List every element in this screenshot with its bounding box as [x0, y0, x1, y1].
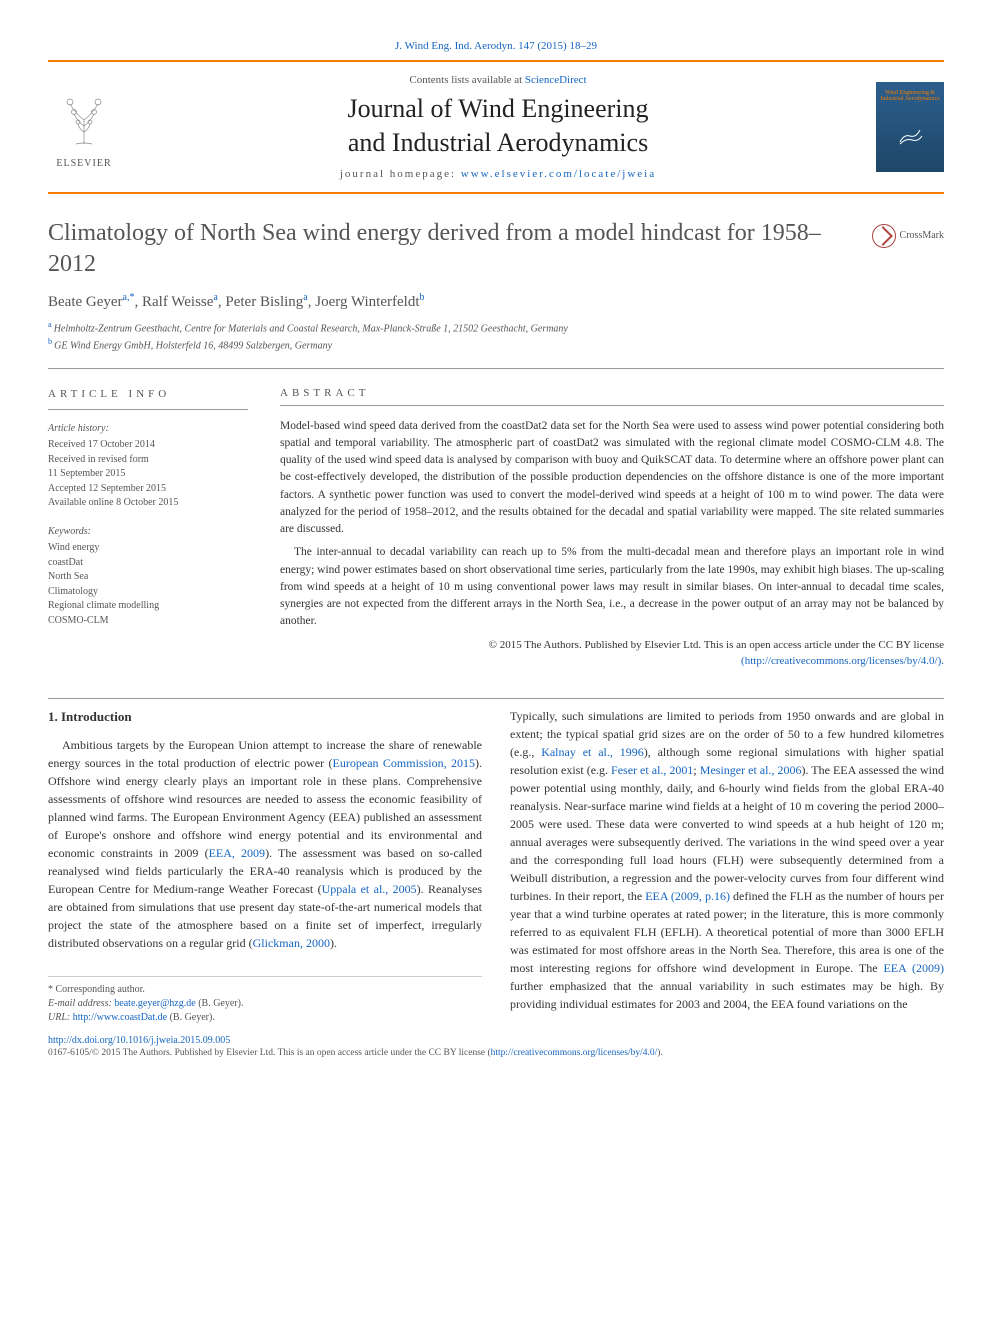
crossmark-label: CrossMark [900, 230, 944, 241]
authors-line: Beate Geyera,*, Ralf Weissea, Peter Bisl… [48, 292, 944, 311]
citation-link[interactable]: Kalnay et al., 1996 [541, 745, 644, 759]
footer-license-link[interactable]: http://creativecommons.org/licenses/by/4… [491, 1048, 658, 1058]
author-4: , Joerg Winterfeldt [308, 294, 420, 310]
homepage-line: journal homepage: www.elsevier.com/locat… [120, 168, 876, 180]
citation-link[interactable]: EEA (2009, p.16) [645, 889, 730, 903]
article-info-column: ARTICLE INFO Article history: Received 1… [48, 387, 248, 670]
abstract-p2: The inter-annual to decadal variability … [280, 544, 944, 630]
article-info-heading: ARTICLE INFO [48, 387, 248, 410]
intro-paragraph-cont: Typically, such simulations are limited … [510, 707, 944, 1013]
elsevier-tree-icon [56, 84, 112, 156]
history-line: Received in revised form [48, 453, 248, 468]
keywords-label: Keywords: [48, 525, 248, 540]
author-2: , Ralf Weisse [135, 294, 214, 310]
citation-link[interactable]: European Commission, 2015 [333, 756, 475, 770]
journal-name: Journal of Wind Engineering and Industri… [120, 92, 876, 160]
doi-link[interactable]: http://dx.doi.org/10.1016/j.jweia.2015.0… [48, 1035, 230, 1046]
keyword: coastDat [48, 556, 248, 571]
author-4-sup: b [419, 292, 424, 303]
keyword: Regional climate modelling [48, 599, 248, 614]
header-citation: J. Wind Eng. Ind. Aerodyn. 147 (2015) 18… [48, 40, 944, 52]
doi-line: http://dx.doi.org/10.1016/j.jweia.2015.0… [48, 1035, 944, 1046]
article-history-block: Article history: Received 17 October 201… [48, 422, 248, 511]
rule-mid [48, 698, 944, 699]
keyword: Climatology [48, 585, 248, 600]
body-column-left: 1. Introduction Ambitious targets by the… [48, 707, 482, 1026]
keyword: North Sea [48, 570, 248, 585]
cover-text: Wind Engineering &Industrial Aerodynamic… [880, 90, 939, 102]
crossmark-badge[interactable]: CrossMark [872, 224, 944, 248]
contents-prefix: Contents lists available at [409, 74, 524, 86]
abstract-copyright: © 2015 The Authors. Published by Elsevie… [280, 637, 944, 670]
sciencedirect-link[interactable]: ScienceDirect [525, 74, 587, 86]
abstract-p1: Model-based wind speed data derived from… [280, 418, 944, 539]
keyword: Wind energy [48, 541, 248, 556]
history-line: Available online 8 October 2015 [48, 496, 248, 511]
history-label: Article history: [48, 422, 248, 437]
email-line: E-mail address: beate.geyer@hzg.de (B. G… [48, 997, 482, 1011]
footnotes: * Corresponding author. E-mail address: … [48, 976, 482, 1025]
url-line: URL: http://www.coastDat.de (B. Geyer). [48, 1011, 482, 1025]
citation-link[interactable]: Uppala et al., 2005 [322, 882, 417, 896]
keyword: COSMO-CLM [48, 614, 248, 629]
journal-name-line2: and Industrial Aerodynamics [348, 128, 648, 157]
abstract-text: Model-based wind speed data derived from… [280, 418, 944, 631]
journal-name-line1: Journal of Wind Engineering [347, 94, 648, 123]
journal-title-block: Contents lists available at ScienceDirec… [120, 74, 876, 180]
history-line: 11 September 2015 [48, 467, 248, 482]
journal-cover-thumbnail: Wind Engineering &Industrial Aerodynamic… [876, 82, 944, 172]
body-columns: 1. Introduction Ambitious targets by the… [48, 707, 944, 1026]
author-url-link[interactable]: http://www.coastDat.de [73, 1012, 167, 1023]
citation-link[interactable]: EEA, 2009 [209, 846, 265, 860]
citation-link[interactable]: Mesinger et al., 2006 [700, 763, 802, 777]
history-line: Received 17 October 2014 [48, 438, 248, 453]
section-1-heading: 1. Introduction [48, 707, 482, 727]
crossmark-icon [872, 224, 896, 248]
copyright-text: © 2015 The Authors. Published by Elsevie… [489, 639, 944, 651]
elsevier-name: ELSEVIER [56, 158, 111, 169]
elsevier-logo: ELSEVIER [48, 83, 120, 171]
header-citation-link[interactable]: J. Wind Eng. Ind. Aerodyn. 147 (2015) 18… [395, 40, 597, 52]
body-column-right: Typically, such simulations are limited … [510, 707, 944, 1026]
citation-link[interactable]: Glickman, 2000 [253, 936, 330, 950]
citation-link[interactable]: Feser et al., 2001 [611, 763, 693, 777]
abstract-heading: ABSTRACT [280, 387, 944, 406]
homepage-prefix: journal homepage: [340, 168, 461, 180]
history-line: Accepted 12 September 2015 [48, 482, 248, 497]
license-link[interactable]: (http://creativecommons.org/licenses/by/… [741, 655, 944, 667]
homepage-link[interactable]: www.elsevier.com/locate/jweia [461, 168, 656, 180]
corresponding-author: * Corresponding author. [48, 983, 482, 997]
rule-top [48, 368, 944, 369]
contents-line: Contents lists available at ScienceDirec… [120, 74, 876, 86]
affiliations: aHelmholtz-Zentrum Geesthacht, Centre fo… [48, 319, 944, 354]
author-3: , Peter Bisling [218, 294, 303, 310]
footer-license-line: 0167-6105/© 2015 The Authors. Published … [48, 1048, 944, 1058]
article-title: Climatology of North Sea wind energy der… [48, 218, 856, 280]
citation-link[interactable]: EEA (2009) [883, 961, 944, 975]
intro-paragraph: Ambitious targets by the European Union … [48, 736, 482, 952]
journal-header: ELSEVIER Contents lists available at Sci… [48, 60, 944, 194]
affiliation-a: aHelmholtz-Zentrum Geesthacht, Centre fo… [48, 319, 944, 336]
abstract-column: ABSTRACT Model-based wind speed data der… [280, 387, 944, 670]
affiliation-b: bGE Wind Energy GmbH, Holsterfeld 16, 48… [48, 336, 944, 353]
email-link[interactable]: beate.geyer@hzg.de [114, 998, 195, 1009]
keywords-block: Keywords: Wind energy coastDat North Sea… [48, 525, 248, 629]
author-1: Beate Geyer [48, 294, 123, 310]
cover-icon [896, 122, 924, 155]
author-1-sup: a,* [123, 292, 135, 303]
